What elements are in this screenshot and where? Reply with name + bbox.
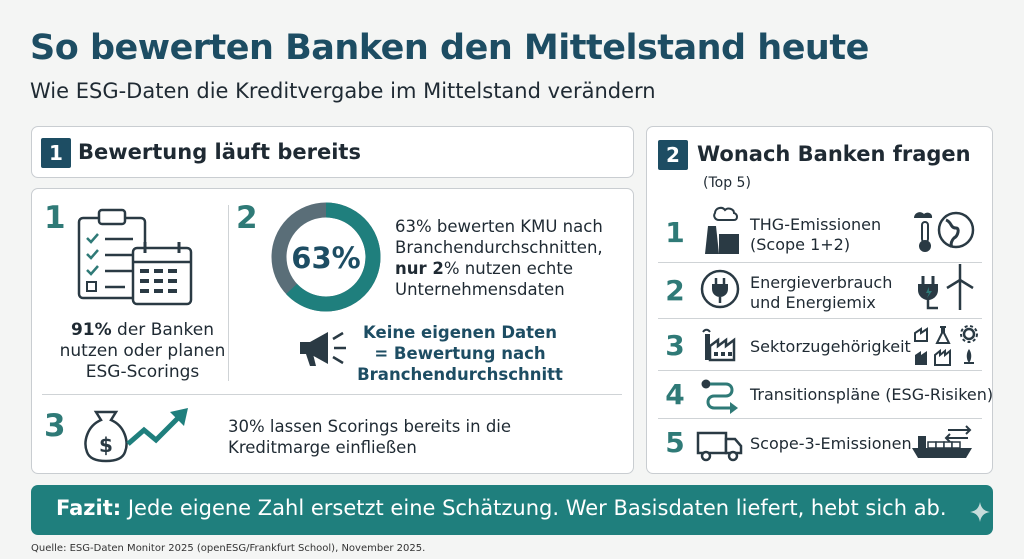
row3-label: Sektorzugehörigkeit [750,337,911,356]
page-subtitle: Wie ESG-Daten die Kreditvergabe im Mitte… [30,79,656,103]
row1-number: 1 [665,216,685,249]
row2-label: Energieverbrauch und Energiemix [750,273,893,312]
thermometer-globe-icon [914,211,975,252]
item3-number: 3 [44,408,66,444]
section2-box [646,126,993,474]
plug-icon [700,269,740,309]
row3-number: 3 [665,329,685,362]
item2-number: 2 [236,200,258,236]
sector-icons-grid [914,325,978,366]
donut-chart: 63% [271,202,381,312]
donut-arc [271,202,381,312]
svg-text:$: $ [99,433,113,457]
item3-text: 30% lassen Scorings bereits in die Kredi… [228,417,512,457]
donut-label: 63% [291,241,360,275]
section1-number: 1 [41,138,71,168]
row1-label: THG-Emissionen (Scope 1+2) [750,215,882,254]
cargo-ship-icon [912,425,972,458]
item-divider-horizontal [42,394,622,395]
item-divider-vertical [228,205,229,381]
route-path-icon [701,379,738,414]
row-divider [658,262,982,263]
sparkle-icon [970,502,990,522]
truck-icon [696,431,743,462]
section1-heading: Bewertung läuft bereits [78,140,361,164]
item2-text: 63% bewerten KMU nach Branchendurchschni… [395,217,603,299]
row2-number: 2 [665,274,685,307]
page-title: So bewerten Banken den Mittelstand heute [30,28,869,68]
section2-heading: Wonach Banken fragen [697,142,971,166]
item2-callout: Keine eigenen Daten = Bewertung nach Bra… [357,323,563,384]
item1-text: 91% der Banken nutzen oder planen ESG-Sc… [59,320,226,382]
row-divider [658,318,982,319]
factory-emission-icon [705,206,739,254]
megaphone-icon [300,331,346,366]
factory-icon [702,328,736,362]
row5-label: Scope-3-Emissionen [750,434,912,453]
banner-text: Fazit: Jede eigene Zahl ersetzt eine Sch… [56,496,947,520]
row5-number: 5 [665,426,685,459]
summary-banner [31,485,993,535]
plug-wind-turbine-icon [918,264,974,310]
section2-number: 2 [658,140,688,170]
row4-label: Transitionspläne (ESG-Risiken) [750,385,994,404]
clipboard-calendar-icon [77,208,193,306]
item1-number: 1 [44,200,66,236]
row4-number: 4 [665,378,685,411]
row-divider [658,370,982,371]
source-note: Quelle: ESG-Daten Monitor 2025 (openESG/… [31,543,426,554]
row-divider [658,418,982,419]
section2-sub: (Top 5) [703,175,751,191]
money-bag-growth-icon: $ [84,408,188,463]
section1-header-box [31,126,634,178]
